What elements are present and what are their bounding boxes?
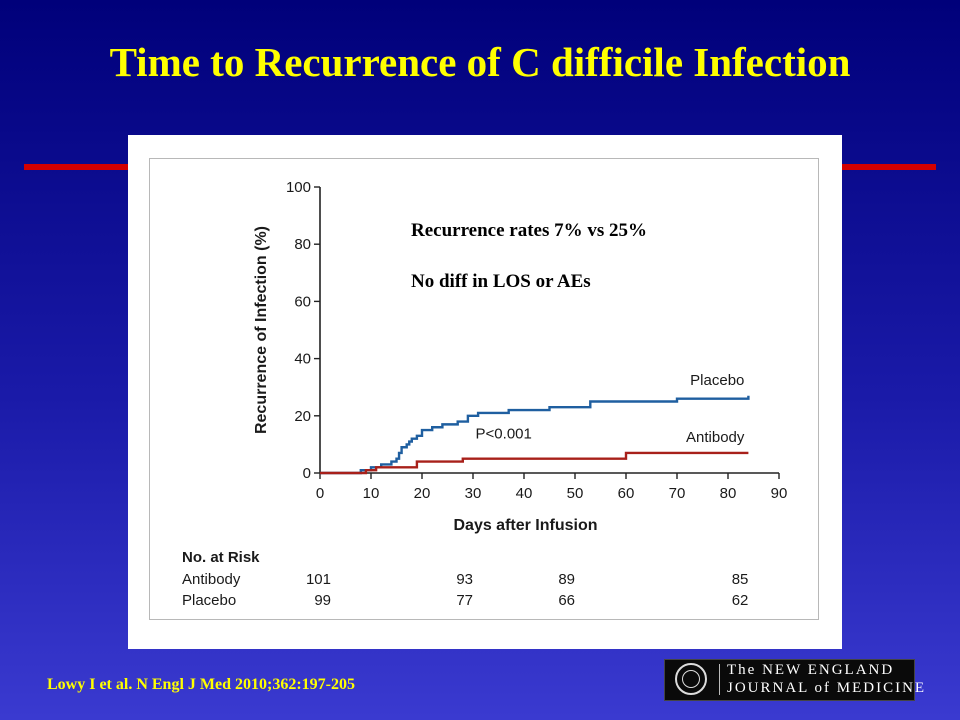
series-line-antibody	[320, 451, 749, 475]
risk-table-cell: 77	[456, 592, 473, 609]
risk-table-cell: 62	[732, 592, 749, 609]
x-tick-label: 60	[618, 485, 635, 502]
slide-title: Time to Recurrence of C difficile Infect…	[109, 39, 851, 85]
risk-table-cell: 93	[456, 571, 473, 588]
logo-divider	[719, 664, 720, 695]
x-tick-label: 30	[465, 485, 482, 502]
x-tick-label: 20	[414, 485, 431, 502]
x-tick-label: 50	[567, 485, 584, 502]
risk-table-cell: 101	[306, 571, 331, 588]
citation: Lowy I et al. N Engl J Med 2010;362:197-…	[47, 676, 355, 693]
x-axis-label: Days after Infusion	[453, 517, 597, 534]
risk-table-cell: 66	[558, 592, 575, 609]
seal-icon	[675, 663, 707, 695]
x-tick-label: 90	[771, 485, 788, 502]
callout-line2: No diff in LOS or AEs	[411, 271, 591, 292]
risk-table-cell: 89	[558, 571, 575, 588]
kaplan-meier-chart: 0 10 20 30 40 50 60 70 80 90 0 20 40 60 80 100 Days aft…	[182, 179, 788, 609]
figure-panel: 0 10 20 30 40 50 60 70 80 90 0 20 40 60 80 100 Days aft…	[128, 135, 842, 649]
logo-line2: JOURNAL of MEDICINE	[727, 680, 927, 696]
y-tick-label: 40	[294, 351, 311, 368]
x-tick-label: 0	[316, 485, 324, 502]
series-label-antibody: Antibody	[686, 429, 745, 446]
x-tick-label: 70	[669, 485, 686, 502]
series-line-placebo	[320, 395, 750, 475]
y-tick-label: 100	[286, 179, 311, 196]
y-axis-label: Recurrence of Infection (%)	[253, 226, 270, 434]
risk-table-title: No. at Risk	[182, 549, 260, 566]
logo-line1: The NEW ENGLAND	[727, 662, 895, 678]
y-tick-label: 60	[294, 293, 311, 310]
y-tick-label: 20	[294, 408, 311, 425]
callout-line1: Recurrence rates 7% vs 25%	[411, 220, 647, 241]
series-label-placebo: Placebo	[690, 372, 744, 389]
x-tick-label: 80	[720, 485, 737, 502]
risk-table-cell: 99	[314, 592, 331, 609]
x-tick-label: 10	[363, 485, 380, 502]
risk-table-cell: 85	[732, 571, 749, 588]
x-tick-label: 40	[516, 485, 533, 502]
y-tick-label: 80	[294, 236, 311, 253]
title-rule-left	[24, 164, 130, 170]
risk-row-label-placebo: Placebo	[182, 592, 236, 609]
y-tick-label: 0	[303, 465, 311, 482]
p-value-label: P<0.001	[476, 426, 532, 443]
risk-row-label-antibody: Antibody	[182, 571, 241, 588]
title-rule-right	[840, 164, 936, 170]
nejm-logo: The NEW ENGLAND JOURNAL of MEDICINE	[664, 659, 924, 701]
figure-frame	[149, 158, 819, 620]
